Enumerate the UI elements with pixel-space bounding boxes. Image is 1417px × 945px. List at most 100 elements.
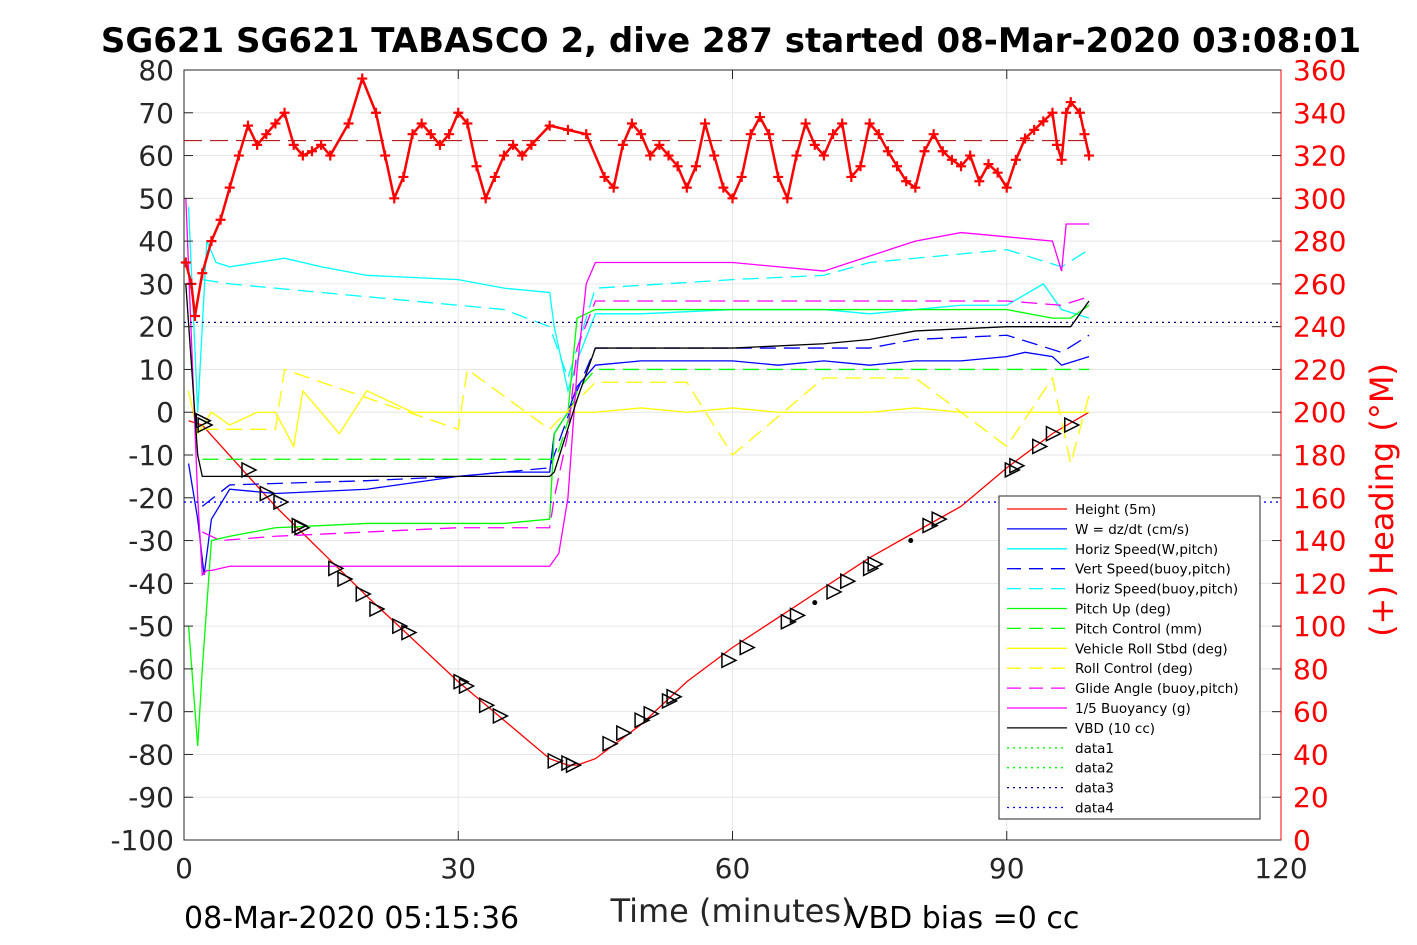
triangle-marker <box>294 519 311 536</box>
y-tick-label: 10 <box>138 353 174 386</box>
heading-point <box>690 161 701 172</box>
triangle-marker <box>867 555 884 573</box>
heading-point <box>736 171 747 182</box>
legend-label: Roll Control (deg) <box>1075 661 1193 677</box>
triangle-marker <box>1009 457 1026 474</box>
heading-point <box>892 161 903 172</box>
heading-point <box>416 118 427 129</box>
heading-point <box>206 236 217 247</box>
triangle-marker <box>643 705 660 723</box>
y2-tick-label: 340 <box>1293 97 1346 130</box>
heading-point <box>370 107 381 118</box>
heading-point <box>1020 133 1031 144</box>
legend: Height (5m) W = dz/dt (cm/s) Horiz Speed(W… <box>998 495 1261 820</box>
heading-point <box>873 129 884 140</box>
heading-point <box>1047 107 1058 118</box>
heading-point <box>864 118 875 129</box>
heading-point <box>279 107 290 118</box>
y-tick-label: -40 <box>128 567 174 600</box>
heading-point <box>1056 154 1067 165</box>
heading-point <box>700 118 711 129</box>
x-axis-label: Time (minutes) <box>610 892 854 930</box>
legend-label: Horiz Speed(buoy,pitch) <box>1075 582 1238 598</box>
triangle-marker <box>369 600 386 618</box>
y2-tick-label: 180 <box>1293 439 1346 472</box>
dot-marker <box>812 600 818 606</box>
heading-point <box>946 154 957 165</box>
y-tick-label: 80 <box>138 54 174 87</box>
series-layer <box>180 73 1281 774</box>
y-tick-label: 40 <box>138 225 174 258</box>
heading-point <box>261 129 272 140</box>
heading-point <box>754 112 765 123</box>
heading-point <box>654 139 665 150</box>
heading-point <box>270 118 281 129</box>
heading-point <box>389 193 400 204</box>
triangle-marker <box>602 735 619 752</box>
heading-point <box>526 139 537 150</box>
heading-point <box>215 214 226 225</box>
triangle-marker <box>401 624 418 641</box>
triangle-marker <box>1032 438 1049 455</box>
triangle-marker <box>273 493 290 511</box>
y2-tick-label: 200 <box>1293 396 1346 429</box>
heading-point <box>928 129 939 140</box>
heading-point <box>626 118 637 129</box>
triangle-marker <box>739 639 756 656</box>
legend-label: data4 <box>1075 801 1114 817</box>
heading-point <box>425 129 436 140</box>
series-line-9 <box>202 296 1090 542</box>
heading-point <box>434 139 445 150</box>
y-tick-label: 50 <box>138 182 174 215</box>
x-tick-label: 60 <box>715 852 751 885</box>
right-axis-label: (+) Heading (°M) <box>1363 363 1401 637</box>
heading-point <box>745 129 756 140</box>
heading-point <box>709 150 720 161</box>
heading-point <box>471 161 482 172</box>
heading-point <box>1065 97 1076 108</box>
y2-tick-label: 300 <box>1293 182 1346 215</box>
heading-point <box>617 139 628 150</box>
legend-label: Vehicle Roll Stbd (deg) <box>1075 641 1228 657</box>
heading-point <box>965 150 976 161</box>
triangle-marker <box>661 692 679 710</box>
heading-point <box>1029 124 1040 135</box>
x-tick-label: 30 <box>440 852 476 885</box>
heading-point <box>252 139 263 150</box>
triangle-marker <box>721 652 738 669</box>
heading-point <box>453 107 464 118</box>
heading-line <box>184 74 1091 317</box>
heading-point <box>498 150 509 161</box>
triangle-marker <box>840 572 857 590</box>
heading-point <box>489 171 500 182</box>
y-tick-label: -80 <box>128 738 174 771</box>
triangle-marker <box>478 697 496 714</box>
heading-point <box>1079 129 1090 140</box>
triangle-marker <box>634 712 651 729</box>
heading-point <box>407 129 418 140</box>
heading-point <box>380 150 391 161</box>
legend-label: Height (5m) <box>1075 502 1156 518</box>
chart-title: SG621 SG621 TABASCO 2, dive 287 started … <box>101 21 1361 61</box>
y2-tick-label: 240 <box>1293 311 1346 344</box>
heading-point <box>764 129 775 140</box>
y2-tick-label: 360 <box>1293 54 1346 87</box>
heading-point <box>316 139 327 150</box>
heading-point <box>809 139 820 150</box>
y-tick-label: -30 <box>128 525 174 558</box>
triangle-marker <box>259 485 276 502</box>
triangle-marker <box>195 412 212 429</box>
y2-tick-label: 20 <box>1293 781 1329 814</box>
y2-tick-label: 120 <box>1293 567 1346 600</box>
legend-label: W = dz/dt (cm/s) <box>1075 522 1189 538</box>
heading-point <box>901 176 912 187</box>
y2-tick-label: 40 <box>1293 738 1329 771</box>
y-tick-label: 30 <box>138 268 174 301</box>
heading-point <box>444 129 455 140</box>
y2-tick-label: 60 <box>1293 696 1329 729</box>
heading-point <box>718 182 729 193</box>
triangle-marker <box>547 752 564 770</box>
heading-point <box>956 161 967 172</box>
heading-point <box>727 193 738 204</box>
series-line-10 <box>185 198 1090 577</box>
